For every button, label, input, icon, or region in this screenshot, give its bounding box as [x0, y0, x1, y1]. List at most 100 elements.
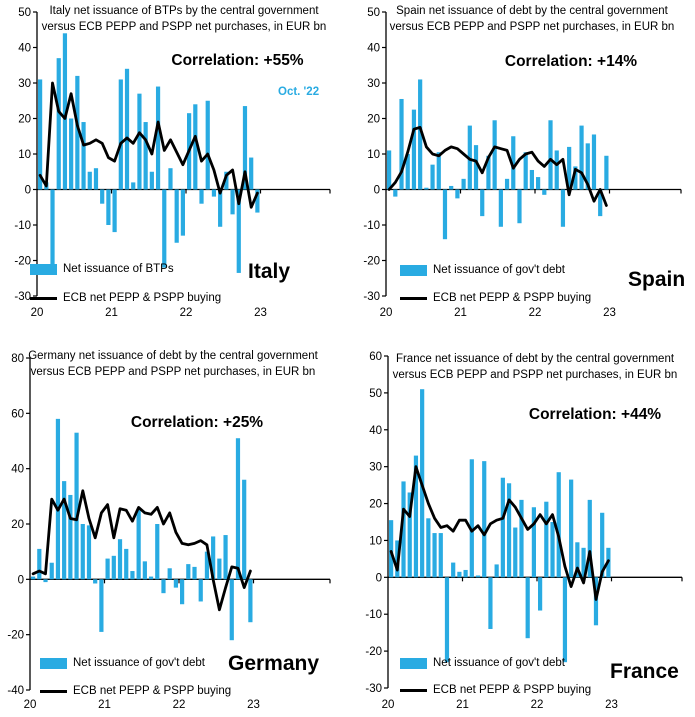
country-label-spain: Spain [628, 268, 686, 291]
chart-title-spain: Spain net issuance of debt by the centra… [381, 4, 683, 35]
bar-legend-swatch [30, 263, 57, 275]
svg-text:50: 50 [367, 7, 380, 19]
svg-text:0: 0 [18, 574, 24, 586]
svg-text:0: 0 [376, 572, 382, 584]
svg-text:30: 30 [18, 78, 31, 90]
line-legend-label: ECB net PEPP & PSPP buying [63, 292, 222, 304]
bar-legend-swatch [400, 657, 427, 669]
bar-legend-label: Net issuance of gov't debt [73, 657, 205, 669]
line-legend-swatch [400, 688, 427, 692]
bar-legend-swatch [400, 264, 427, 276]
svg-text:60: 60 [369, 351, 382, 363]
svg-text:-10: -10 [14, 220, 31, 232]
bar-legend-label: Net issuance of BTPs [63, 263, 174, 275]
svg-text:22: 22 [531, 699, 544, 711]
spain-plot-svg: -30 -20 -10 0 10 20 30 40 50 20 21 22 23 [363, 7, 682, 319]
svg-text:0: 0 [374, 185, 380, 197]
line-legend-label: ECB net PEPP & PSPP buying [433, 292, 592, 304]
svg-text:21: 21 [98, 699, 111, 711]
correlation-label-italy: Correlation: +55% [171, 52, 304, 69]
svg-text:21: 21 [105, 307, 118, 319]
svg-text:22: 22 [180, 307, 193, 319]
svg-text:-20: -20 [7, 630, 24, 642]
svg-text:50: 50 [369, 388, 382, 400]
svg-text:80: 80 [11, 353, 24, 365]
chart-panel-italy: -30 -20 -10 0 10 20 30 40 50 20 21 22 23 Italy net i… [0, 0, 348, 348]
bar-legend-label: Net issuance of gov't debt [433, 657, 565, 669]
svg-text:30: 30 [367, 78, 380, 90]
italy-plot-svg: -30 -20 -10 0 10 20 30 40 50 20 21 22 23 [14, 7, 331, 319]
svg-text:10: 10 [367, 149, 380, 161]
svg-text:23: 23 [247, 699, 260, 711]
svg-text:23: 23 [605, 699, 618, 711]
line-legend-swatch [400, 296, 427, 300]
country-label-italy: Italy [248, 260, 291, 283]
svg-text:10: 10 [18, 149, 31, 161]
legend-line-series: ECB net PEPP & PSPP buying [400, 292, 591, 304]
chart-title-germany: Germany net issuance of debt by the cent… [6, 349, 340, 380]
svg-text:-20: -20 [365, 646, 382, 658]
svg-text:10: 10 [369, 535, 382, 547]
chart-panel-spain: -30 -20 -10 0 10 20 30 40 50 20 21 22 23 Spain net i… [348, 0, 695, 348]
svg-text:40: 40 [369, 425, 382, 437]
legend-line-series: ECB net PEPP & PSPP buying [40, 685, 231, 697]
svg-text:23: 23 [603, 307, 616, 319]
france-plot-svg: -30 -20 -10 0 10 20 30 40 50 60 20 21 22 23 [365, 351, 683, 711]
country-label-germany: Germany [228, 652, 320, 675]
chart-title-line1: Italy net issuance of BTPs by the centra… [49, 5, 319, 17]
svg-text:20: 20 [380, 307, 393, 319]
legend-bar-series: Net issuance of gov't debt [40, 657, 205, 669]
country-label-france: France [610, 660, 679, 683]
chart-panel-france: -30 -20 -10 0 10 20 30 40 50 60 20 21 22 23 France ne… [348, 348, 695, 717]
svg-text:20: 20 [18, 114, 31, 126]
svg-text:21: 21 [454, 307, 467, 319]
svg-text:30: 30 [369, 462, 382, 474]
legend-line-series: ECB net PEPP & PSPP buying [400, 684, 591, 696]
legend-bar-series: Net issuance of gov't debt [400, 264, 565, 276]
chart-title-line1: Spain net issuance of debt by the centra… [396, 5, 668, 17]
svg-text:20: 20 [367, 114, 380, 126]
germany-plot-svg: -40 -20 0 20 40 60 80 20 21 22 23 [7, 353, 331, 711]
svg-text:-10: -10 [363, 220, 380, 232]
chart-title-line2: versus ECB PEPP and PSPP net purchases, … [389, 20, 675, 33]
svg-text:-40: -40 [7, 685, 24, 697]
svg-text:-30: -30 [365, 683, 382, 695]
svg-text:60: 60 [11, 408, 24, 420]
svg-text:-20: -20 [14, 256, 31, 268]
svg-text:23: 23 [254, 307, 267, 319]
correlation-label-spain: Correlation: +14% [504, 53, 638, 70]
legend-bar-series: Net issuance of gov't debt [400, 657, 565, 669]
chart-title-line1: France net issuance of debt by the centr… [395, 353, 675, 365]
svg-text:40: 40 [367, 43, 380, 55]
svg-text:0: 0 [25, 185, 31, 197]
legend-bar-series: Net issuance of BTPs [30, 263, 174, 275]
chart-title-line2: versus ECB PEPP and PSPP net purchases, … [41, 20, 327, 33]
svg-text:20: 20 [31, 307, 44, 319]
svg-text:22: 22 [173, 699, 186, 711]
svg-text:21: 21 [456, 699, 469, 711]
bar-legend-swatch [40, 657, 67, 669]
legend-line-series: ECB net PEPP & PSPP buying [30, 292, 221, 304]
bar-legend-label: Net issuance of gov't debt [433, 264, 565, 276]
svg-text:22: 22 [529, 307, 542, 319]
line-legend-swatch [30, 296, 57, 300]
chart-title-line2: versus ECB PEPP and PSPP net purchases, … [30, 365, 316, 378]
svg-text:20: 20 [24, 699, 37, 711]
chart-title-france: France net issuance of debt by the centr… [384, 352, 686, 383]
svg-text:-20: -20 [363, 256, 380, 268]
oct-22-annotation: Oct. '22 [278, 86, 320, 98]
line-legend-label: ECB net PEPP & PSPP buying [73, 685, 232, 697]
chart-title-line1: Germany net issuance of debt by the cent… [28, 350, 318, 362]
correlation-label-france: Correlation: +44% [528, 406, 662, 423]
svg-text:40: 40 [11, 464, 24, 476]
line-legend-swatch [40, 689, 67, 693]
chart-title-line2: versus ECB PEPP and PSPP net purchases, … [392, 368, 678, 381]
svg-text:20: 20 [11, 519, 24, 531]
svg-text:20: 20 [382, 699, 395, 711]
svg-text:20: 20 [369, 499, 382, 511]
svg-text:-30: -30 [363, 291, 380, 303]
chart-panel-germany: -40 -20 0 20 40 60 80 20 21 22 23 Germany net issu… [0, 348, 348, 717]
svg-text:40: 40 [18, 43, 31, 55]
svg-text:-10: -10 [365, 609, 382, 621]
